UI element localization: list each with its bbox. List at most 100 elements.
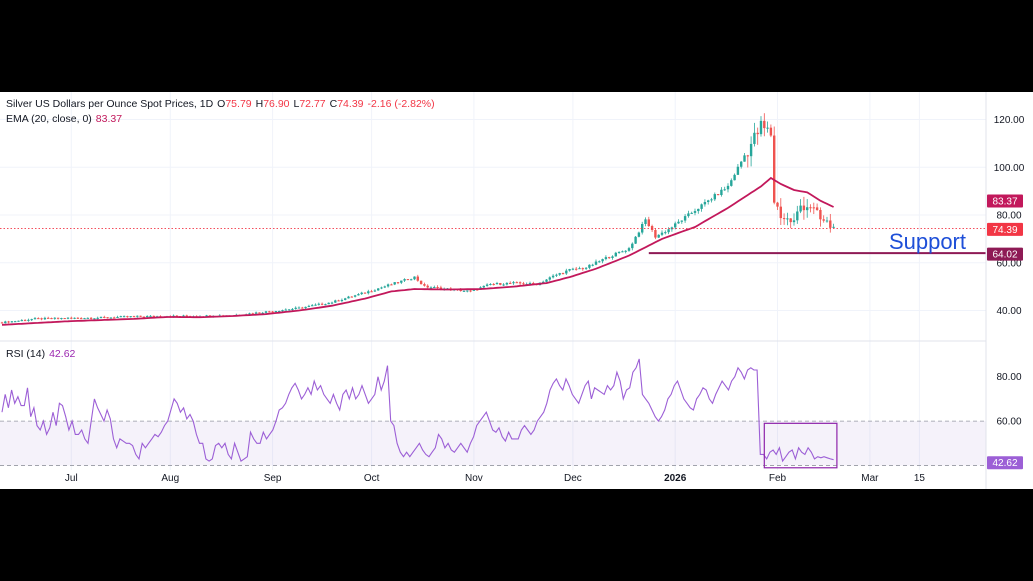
candle-body xyxy=(469,290,472,292)
price-tick-label: 80.00 xyxy=(996,211,1021,222)
candle-body xyxy=(650,226,654,231)
candle-body xyxy=(740,161,743,167)
candle-body xyxy=(532,283,535,285)
candle-body xyxy=(66,317,70,319)
candle-body xyxy=(634,236,637,244)
rsi-highlight-box xyxy=(763,422,838,469)
candle-body xyxy=(311,305,314,307)
candle-body xyxy=(132,316,136,318)
candle-body xyxy=(20,320,23,322)
candle-body xyxy=(416,276,419,281)
time-tick-label: Feb xyxy=(769,473,787,484)
candle-body xyxy=(281,310,284,312)
time-tick-label: Oct xyxy=(364,473,380,484)
candle-body xyxy=(274,311,278,313)
candle-body xyxy=(106,317,109,319)
candle-body xyxy=(555,274,558,276)
ema-badge-text: 83.37 xyxy=(992,196,1017,207)
rsi-tick-label: 80.00 xyxy=(996,372,1021,383)
candle-body xyxy=(307,305,311,307)
candle-body xyxy=(291,308,294,310)
candle-body xyxy=(733,174,736,181)
candle-body xyxy=(7,321,10,323)
candle-body xyxy=(377,288,380,291)
price-grid xyxy=(0,92,986,470)
candle-body xyxy=(56,317,60,319)
candle-body xyxy=(433,286,436,288)
candle-body xyxy=(248,313,251,315)
candle-body xyxy=(317,303,320,305)
candle-body xyxy=(30,319,33,321)
rsi-band-fill xyxy=(0,421,986,466)
candle-body xyxy=(251,313,254,315)
candle-body xyxy=(50,318,53,320)
ema-badge-bg xyxy=(987,194,1023,208)
candle-body xyxy=(631,243,634,249)
candle-body xyxy=(641,223,644,233)
candle-body xyxy=(753,132,756,144)
rsi-badge-bg xyxy=(987,456,1023,470)
rsi-line xyxy=(1,358,834,463)
candle-body xyxy=(393,282,396,285)
time-tick-label: Dec xyxy=(564,473,582,484)
support-annotation: Support xyxy=(889,229,966,254)
candle-body xyxy=(386,284,390,287)
candle-body xyxy=(70,317,73,319)
candle-body xyxy=(119,316,122,318)
high-label: H xyxy=(255,98,264,110)
candle-body xyxy=(591,264,594,266)
candle-body xyxy=(436,286,439,288)
candle-body xyxy=(254,312,258,314)
candle-body xyxy=(492,284,495,286)
close-label: C xyxy=(329,98,338,110)
candle-body xyxy=(581,268,584,270)
rsi-value: 42.62 xyxy=(49,348,76,360)
rsi-label: RSI (14) xyxy=(6,348,46,360)
candle-body xyxy=(37,318,40,320)
candle-body xyxy=(759,120,763,135)
candle-body xyxy=(812,207,815,209)
rsi-tick-label: 60.00 xyxy=(996,417,1021,428)
candle-body xyxy=(657,234,660,238)
high-value: 76.90 xyxy=(263,98,290,110)
candle-body xyxy=(677,221,680,224)
chart-svg: Support 40.00 60.00 80.00 100.00 120.00 40.0… xyxy=(0,92,1025,489)
candle-body xyxy=(126,316,129,318)
candle-body xyxy=(720,189,723,196)
candle-body xyxy=(568,269,571,271)
candle-body xyxy=(370,291,373,293)
candle-body xyxy=(40,318,43,320)
candle-body xyxy=(743,155,746,162)
candle-body xyxy=(829,220,832,228)
candle-body xyxy=(426,285,429,288)
candle-body xyxy=(796,211,799,221)
candle-body xyxy=(99,316,103,318)
candle-body xyxy=(429,287,433,289)
candle-body xyxy=(627,248,631,251)
chart-frame: Silver US Dollars per Ounce Spot Prices,… xyxy=(0,92,1033,489)
candle-body xyxy=(459,289,462,292)
candle-body xyxy=(136,315,139,317)
candle-body xyxy=(93,318,96,320)
candle-body xyxy=(730,180,733,186)
rsi-badge: 42.62 xyxy=(987,456,1023,470)
ema-value: 83.37 xyxy=(95,113,123,125)
candle-body xyxy=(353,295,357,297)
candle-body xyxy=(515,282,518,284)
candle-body xyxy=(495,283,499,285)
rsi-grid xyxy=(0,420,986,466)
candle-body xyxy=(152,315,155,317)
candle-body xyxy=(571,268,575,270)
candle-body xyxy=(396,282,400,284)
candle-body xyxy=(60,318,63,320)
candle-body xyxy=(746,155,749,157)
candle-body xyxy=(14,321,17,323)
time-axis: Jul Aug Sep Oct Nov Dec 2026 Feb Mar 15 xyxy=(65,473,925,484)
rsi-badge-text: 42.62 xyxy=(992,458,1017,469)
candle-body xyxy=(367,291,370,294)
candle-body xyxy=(548,277,551,280)
candle-body xyxy=(637,232,641,237)
candle-body xyxy=(314,304,317,306)
candle-body xyxy=(304,306,307,309)
candle-body xyxy=(400,280,403,283)
